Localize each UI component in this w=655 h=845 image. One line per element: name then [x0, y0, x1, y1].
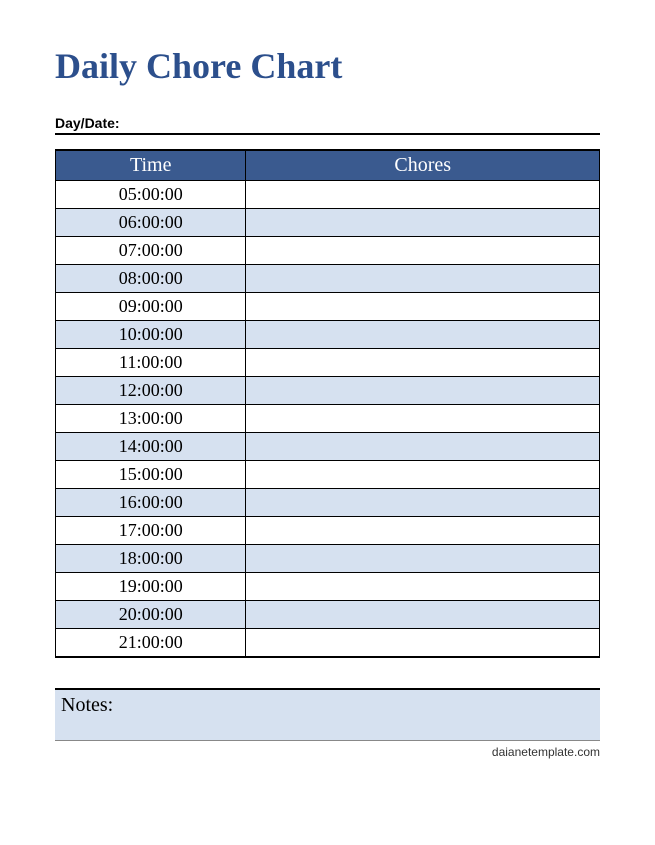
table-row: 11:00:00 [56, 349, 600, 377]
time-cell: 15:00:00 [56, 461, 246, 489]
time-cell: 09:00:00 [56, 293, 246, 321]
notes-label-row: Notes: [55, 688, 600, 721]
chores-cell[interactable] [246, 405, 600, 433]
table-row: 18:00:00 [56, 545, 600, 573]
time-cell: 20:00:00 [56, 601, 246, 629]
page-title: Daily Chore Chart [55, 45, 600, 87]
table-row: 14:00:00 [56, 433, 600, 461]
time-cell: 19:00:00 [56, 573, 246, 601]
table-row: 05:00:00 [56, 181, 600, 209]
chores-cell[interactable] [246, 573, 600, 601]
notes-area[interactable] [55, 721, 600, 741]
table-row: 09:00:00 [56, 293, 600, 321]
chores-cell[interactable] [246, 293, 600, 321]
time-cell: 12:00:00 [56, 377, 246, 405]
chores-cell[interactable] [246, 517, 600, 545]
time-cell: 07:00:00 [56, 237, 246, 265]
time-cell: 21:00:00 [56, 629, 246, 658]
table-row: 10:00:00 [56, 321, 600, 349]
column-header-time: Time [56, 150, 246, 181]
time-cell: 16:00:00 [56, 489, 246, 517]
table-row: 07:00:00 [56, 237, 600, 265]
table-row: 21:00:00 [56, 629, 600, 658]
table-row: 19:00:00 [56, 573, 600, 601]
time-cell: 13:00:00 [56, 405, 246, 433]
time-cell: 10:00:00 [56, 321, 246, 349]
table-row: 20:00:00 [56, 601, 600, 629]
notes-label: Notes: [61, 694, 113, 716]
day-date-label: Day/Date: [55, 115, 120, 131]
chores-cell[interactable] [246, 349, 600, 377]
chores-cell[interactable] [246, 209, 600, 237]
chores-cell[interactable] [246, 321, 600, 349]
table-header-row: Time Chores [56, 150, 600, 181]
chores-cell[interactable] [246, 629, 600, 658]
table-row: 06:00:00 [56, 209, 600, 237]
column-header-chores: Chores [246, 150, 600, 181]
footer-attribution: daianetemplate.com [55, 745, 600, 759]
chores-cell[interactable] [246, 545, 600, 573]
table-row: 15:00:00 [56, 461, 600, 489]
table-row: 12:00:00 [56, 377, 600, 405]
chores-cell[interactable] [246, 489, 600, 517]
table-row: 13:00:00 [56, 405, 600, 433]
chores-cell[interactable] [246, 601, 600, 629]
time-cell: 05:00:00 [56, 181, 246, 209]
time-cell: 18:00:00 [56, 545, 246, 573]
chores-cell[interactable] [246, 181, 600, 209]
time-cell: 17:00:00 [56, 517, 246, 545]
table-row: 08:00:00 [56, 265, 600, 293]
chores-cell[interactable] [246, 237, 600, 265]
chore-table: Time Chores 05:00:0006:00:0007:00:0008:0… [55, 149, 600, 658]
time-cell: 14:00:00 [56, 433, 246, 461]
day-date-field[interactable]: Day/Date: [55, 115, 600, 135]
chores-cell[interactable] [246, 461, 600, 489]
table-row: 16:00:00 [56, 489, 600, 517]
time-cell: 11:00:00 [56, 349, 246, 377]
chores-cell[interactable] [246, 433, 600, 461]
chores-cell[interactable] [246, 377, 600, 405]
time-cell: 08:00:00 [56, 265, 246, 293]
time-cell: 06:00:00 [56, 209, 246, 237]
table-row: 17:00:00 [56, 517, 600, 545]
chores-cell[interactable] [246, 265, 600, 293]
